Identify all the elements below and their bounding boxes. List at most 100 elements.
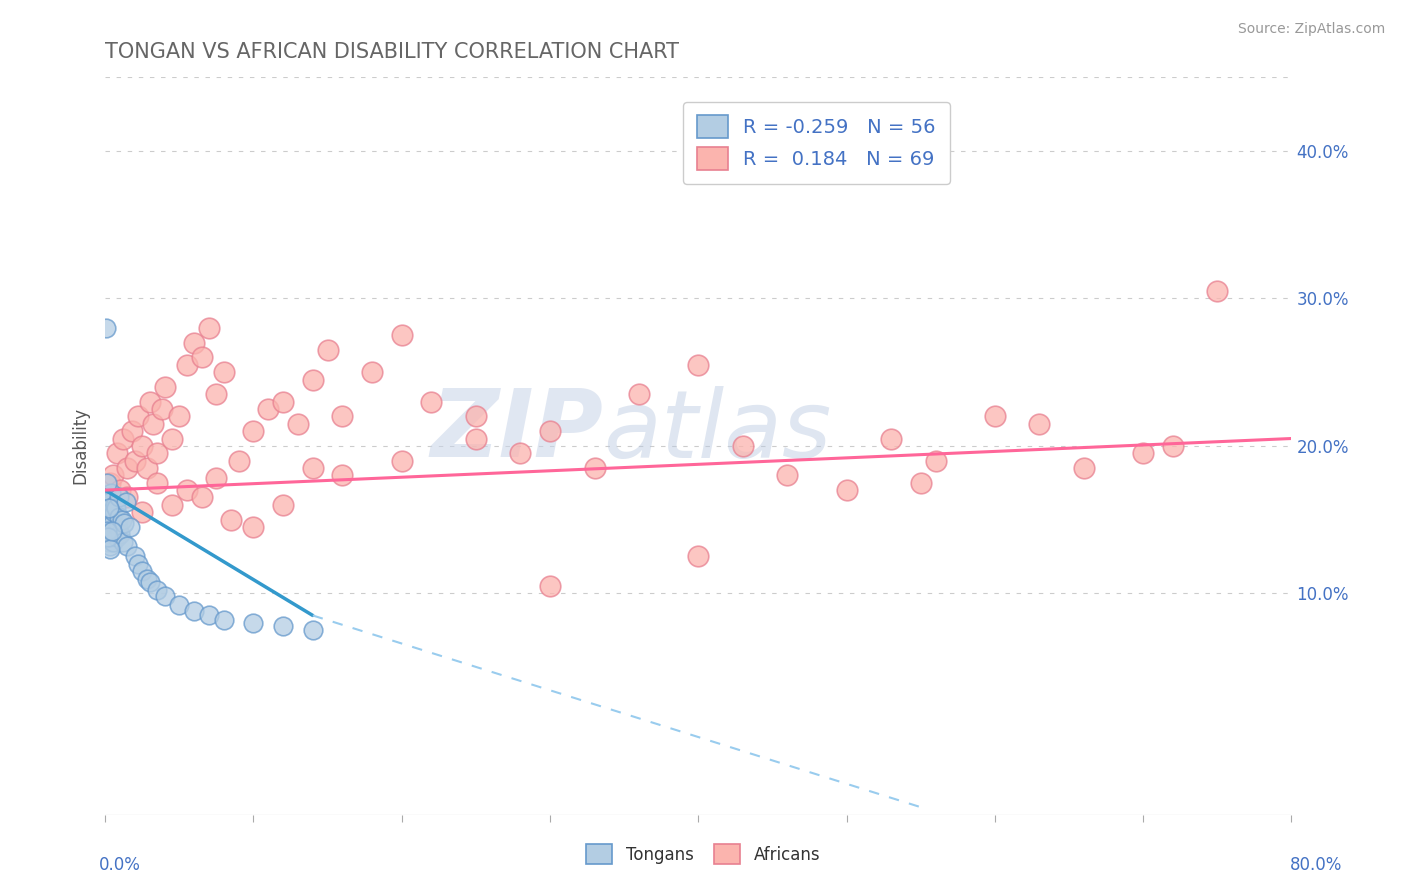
Point: [97, 500, 120, 515]
Point: [391, 453, 413, 467]
Point: [121, 424, 143, 438]
Point: [98, 475, 121, 490]
Point: [880, 432, 903, 446]
Point: [776, 468, 799, 483]
Point: [198, 321, 221, 335]
Point: [176, 358, 198, 372]
Point: [169, 409, 191, 424]
Point: [583, 461, 606, 475]
Point: [361, 365, 384, 379]
Point: [316, 343, 339, 357]
Legend: Tongans, Africans: Tongans, Africans: [579, 838, 827, 871]
Point: [1132, 446, 1154, 460]
Text: Source: ZipAtlas.com: Source: ZipAtlas.com: [1237, 22, 1385, 37]
Point: [96, 527, 118, 541]
Point: [271, 619, 294, 633]
Point: [107, 509, 129, 524]
Point: [101, 509, 124, 524]
Point: [146, 475, 169, 490]
Point: [242, 615, 264, 630]
Point: [104, 498, 127, 512]
Point: [124, 453, 146, 467]
Point: [391, 328, 413, 343]
Point: [538, 579, 561, 593]
Point: [111, 432, 134, 446]
Point: [142, 417, 165, 431]
Point: [1206, 284, 1229, 298]
Text: 0.0%: 0.0%: [98, 856, 141, 874]
Point: [94, 321, 117, 335]
Point: [1161, 439, 1184, 453]
Point: [924, 453, 946, 467]
Point: [198, 608, 221, 623]
Point: [111, 534, 134, 549]
Point: [242, 424, 264, 438]
Point: [96, 475, 118, 490]
Point: [108, 491, 131, 505]
Text: atlas: atlas: [603, 385, 832, 476]
Point: [114, 516, 136, 530]
Point: [117, 539, 139, 553]
Point: [190, 491, 212, 505]
Point: [98, 539, 121, 553]
Point: [98, 513, 121, 527]
Point: [100, 520, 122, 534]
Point: [107, 520, 129, 534]
Point: [160, 432, 183, 446]
Point: [100, 524, 122, 539]
Point: [104, 527, 127, 541]
Point: [688, 358, 710, 372]
Point: [96, 491, 118, 505]
Point: [100, 530, 122, 544]
Point: [96, 509, 118, 524]
Legend: R = -0.259   N = 56, R =  0.184   N = 69: R = -0.259 N = 56, R = 0.184 N = 69: [683, 102, 949, 184]
Point: [183, 335, 205, 350]
Text: ZIP: ZIP: [430, 385, 603, 477]
Point: [96, 530, 118, 544]
Point: [98, 542, 121, 557]
Point: [103, 505, 125, 519]
Point: [242, 520, 264, 534]
Point: [135, 572, 157, 586]
Point: [287, 417, 309, 431]
Point: [301, 624, 323, 638]
Point: [205, 471, 228, 485]
Point: [135, 461, 157, 475]
Point: [124, 549, 146, 564]
Point: [219, 513, 242, 527]
Point: [108, 527, 131, 541]
Point: [150, 402, 173, 417]
Point: [835, 483, 858, 497]
Point: [117, 461, 139, 475]
Point: [127, 409, 149, 424]
Point: [100, 486, 122, 500]
Point: [98, 495, 121, 509]
Point: [1028, 417, 1050, 431]
Point: [153, 380, 176, 394]
Point: [731, 439, 754, 453]
Point: [108, 483, 131, 497]
Point: [100, 505, 122, 519]
Point: [228, 453, 250, 467]
Point: [101, 534, 124, 549]
Point: [183, 604, 205, 618]
Point: [205, 387, 228, 401]
Point: [509, 446, 531, 460]
Text: 80.0%: 80.0%: [1291, 856, 1343, 874]
Point: [688, 549, 710, 564]
Point: [190, 351, 212, 365]
Point: [96, 524, 118, 539]
Point: [160, 498, 183, 512]
Point: [120, 520, 142, 534]
Point: [984, 409, 1007, 424]
Point: [212, 365, 235, 379]
Point: [110, 513, 132, 527]
Point: [105, 446, 128, 460]
Point: [464, 409, 486, 424]
Point: [301, 372, 323, 386]
Point: [1073, 461, 1095, 475]
Point: [131, 564, 153, 578]
Point: [97, 534, 120, 549]
Point: [97, 516, 120, 530]
Point: [131, 505, 153, 519]
